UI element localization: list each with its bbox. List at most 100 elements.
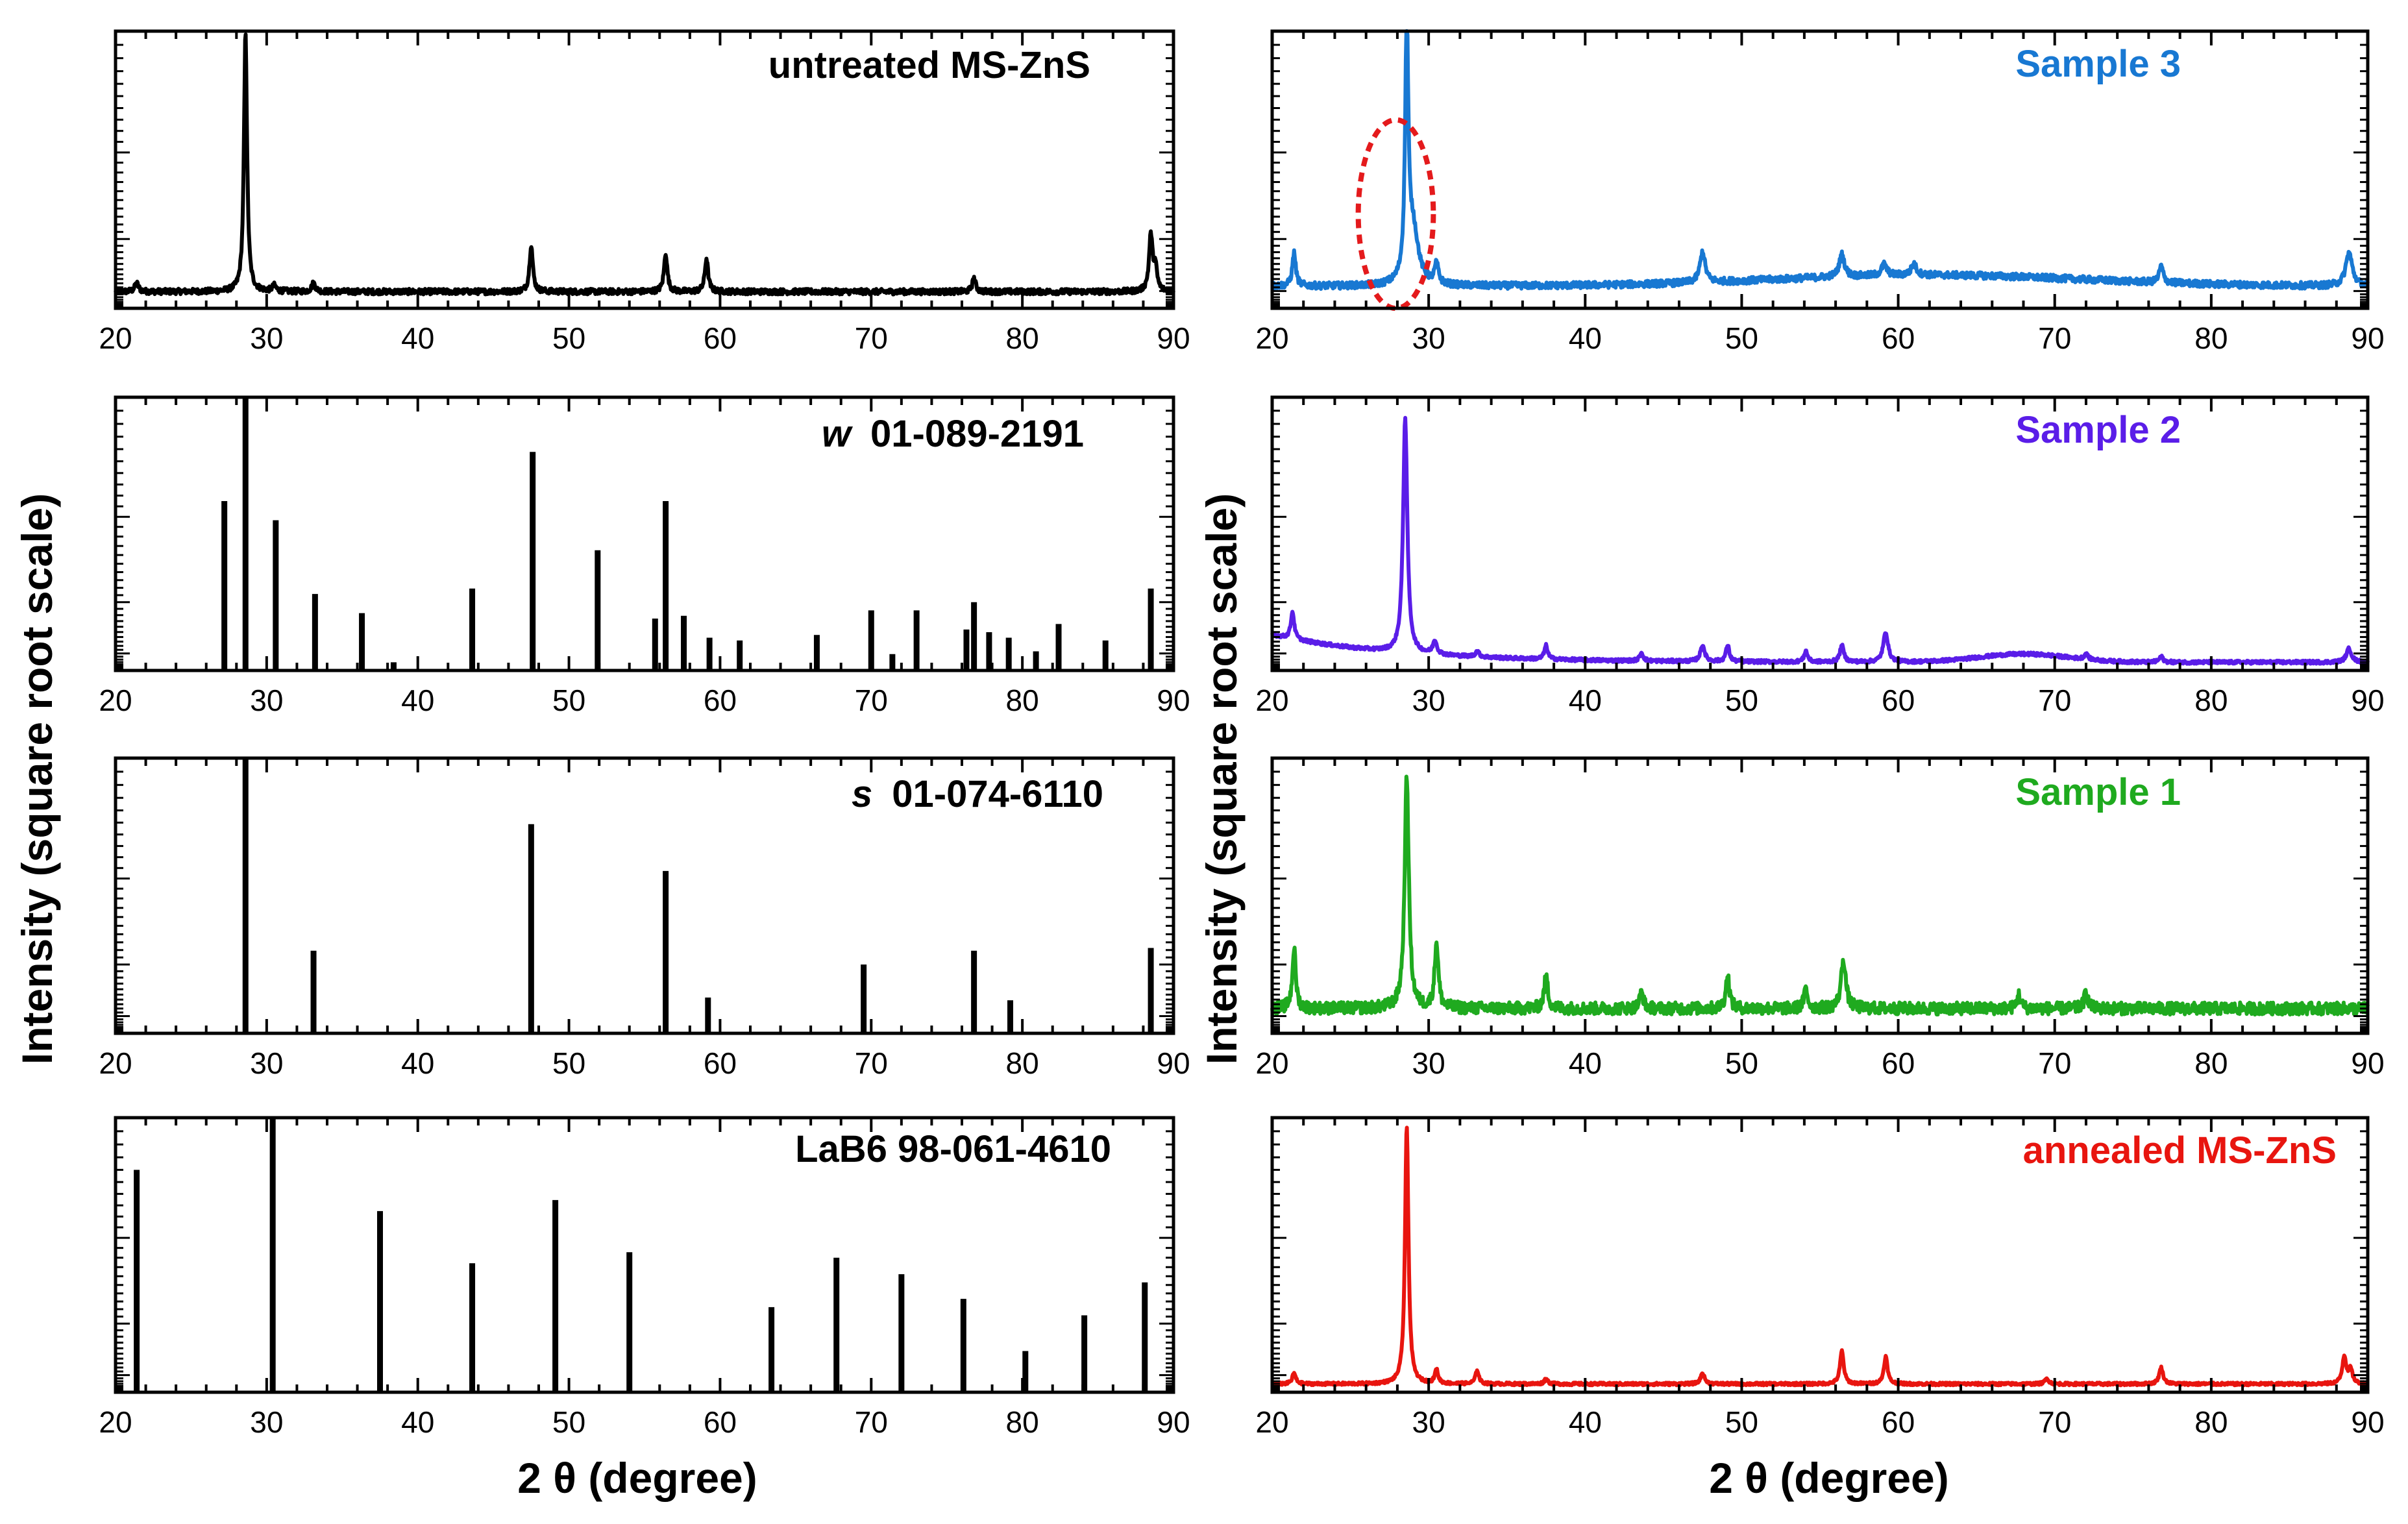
panel-untreated: 20 30 40 50 60 70 80 90 untreated MS-ZnS (99, 29, 1190, 355)
x-tick-label: 80 (2194, 683, 2228, 717)
plot-frame-sphalerite (114, 756, 1175, 1035)
x-tick-label: 50 (1725, 1405, 1758, 1439)
x-tick-label: 30 (1412, 683, 1445, 717)
x-tick-label: 40 (401, 1046, 434, 1080)
x-tick-label: 90 (1157, 1405, 1190, 1439)
x-tick-label: 70 (2038, 683, 2071, 717)
plot-frame-sample1 (1270, 756, 2370, 1035)
panel-label-wurtzite: w 01-089-2191 (822, 413, 1084, 455)
x-tick-label: 60 (704, 683, 737, 717)
plot-frame-sample2 (1270, 395, 2370, 672)
x-tick-label: 50 (552, 321, 585, 355)
plot-frame-lab6 (114, 1116, 1175, 1394)
x-tick-label: 50 (552, 1046, 585, 1080)
series-line-sample1 (1270, 774, 2370, 1017)
x-axis-title-right: 2 θ (degree) (1709, 1454, 1948, 1502)
x-tick-label: 90 (2351, 1405, 2384, 1439)
x-tick-label: 70 (2038, 1405, 2071, 1439)
x-tick-label: 20 (1255, 683, 1288, 717)
panel-lab6: 20 30 40 50 60 70 80 90 LaB6 98-061-4610 (99, 1116, 1190, 1439)
x-tick-label: 40 (1569, 321, 1602, 355)
x-tick-label: 80 (1006, 321, 1039, 355)
panel-label-sphalerite: s 01-074-6110 (852, 773, 1103, 815)
x-tick-label: 60 (704, 1046, 737, 1080)
plot-frame-untreated (114, 29, 1175, 310)
x-tick-label: 20 (99, 683, 132, 717)
x-tick-label: 80 (1006, 1405, 1039, 1439)
x-tick-label: 90 (2351, 683, 2384, 717)
panel-label-untreated: untreated MS-ZnS (768, 44, 1090, 86)
x-tick-label: 60 (1882, 321, 1915, 355)
plot-frame-wurtzite (114, 395, 1175, 672)
x-tick-label: 80 (1006, 1046, 1039, 1080)
x-tick-label: 90 (2351, 321, 2384, 355)
panel-wurtzite: 20 30 40 50 60 70 80 90 w 01-089-2191 (99, 395, 1190, 717)
x-tick-label: 40 (1569, 1405, 1602, 1439)
x-tick-label: 30 (250, 321, 283, 355)
series-line-annealed (1270, 1125, 2370, 1388)
x-tick-label: 50 (552, 1405, 585, 1439)
x-tick-label: 20 (99, 1405, 132, 1439)
plot-frame-sample3 (1270, 29, 2370, 310)
x-tick-label: 40 (401, 1405, 434, 1439)
panel-label-lab6: LaB6 98-061-4610 (795, 1128, 1111, 1170)
highlight-ellipse (1355, 117, 1436, 311)
x-tick-label: 90 (1157, 683, 1190, 717)
x-tick-label: 30 (1412, 321, 1445, 355)
x-axis-title-left: 2 θ (degree) (517, 1454, 757, 1502)
panel-sample3: 20 30 40 50 60 70 80 90 Sample 3 (1255, 29, 2385, 355)
panels-group: 20 30 40 50 60 70 80 90 untreated MS-ZnS 20 30 40 50… (99, 29, 2385, 1439)
panel-label-prefix: s (852, 773, 872, 815)
panel-sphalerite: 20 30 40 50 60 70 80 90 s 01-074-6110 (99, 756, 1190, 1080)
panel-sample1: 20 30 40 50 60 70 80 90 Sample 1 (1255, 756, 2385, 1080)
x-tick-label: 30 (250, 1046, 283, 1080)
x-tick-label: 60 (1882, 683, 1915, 717)
x-tick-label: 50 (1725, 683, 1758, 717)
x-tick-label: 40 (401, 321, 434, 355)
x-tick-label: 60 (1882, 1405, 1915, 1439)
y-axis-title-right: Intensity (square root scale) (1198, 493, 1246, 1064)
x-tick-label: 20 (1255, 1405, 1288, 1439)
x-tick-label: 80 (2194, 1405, 2228, 1439)
x-tick-label: 20 (99, 321, 132, 355)
panel-label-annealed: annealed MS-ZnS (2023, 1129, 2337, 1172)
panel-annealed: 20 30 40 50 60 70 80 90 annealed MS-ZnS (1255, 1116, 2385, 1439)
x-tick-label: 80 (2194, 1046, 2228, 1080)
x-tick-label: 70 (2038, 1046, 2071, 1080)
x-tick-label: 40 (1569, 1046, 1602, 1080)
x-tick-label: 40 (401, 683, 434, 717)
panel-label-sample3: Sample 3 (2015, 43, 2181, 85)
panel-label-sample1: Sample 1 (2015, 771, 2181, 813)
x-tick-label: 60 (704, 1405, 737, 1439)
x-tick-label: 50 (1725, 1046, 1758, 1080)
x-tick-label: 70 (855, 683, 888, 717)
x-tick-label: 20 (99, 1046, 132, 1080)
panel-label-sample2: Sample 2 (2015, 409, 2181, 451)
series-line-untreated (114, 32, 1175, 297)
y-axis-title-left: Intensity (square root scale) (13, 493, 61, 1064)
x-tick-label: 90 (2351, 1046, 2384, 1080)
x-tick-label: 20 (1255, 321, 1288, 355)
x-tick-label: 50 (1725, 321, 1758, 355)
x-tick-label: 30 (1412, 1046, 1445, 1080)
x-tick-label: 70 (2038, 321, 2071, 355)
x-tick-label: 90 (1157, 1046, 1190, 1080)
x-tick-label: 20 (1255, 1046, 1288, 1080)
x-tick-label: 70 (855, 321, 888, 355)
x-tick-label: 60 (1882, 1046, 1915, 1080)
x-tick-label: 30 (1412, 1405, 1445, 1439)
x-tick-label: 70 (855, 1405, 888, 1439)
x-tick-label: 30 (250, 683, 283, 717)
series-line-sample3 (1270, 29, 2370, 291)
x-tick-label: 50 (552, 683, 585, 717)
x-tick-label: 30 (250, 1405, 283, 1439)
x-tick-label: 90 (1157, 321, 1190, 355)
x-tick-label: 80 (1006, 683, 1039, 717)
panel-label-text: 01-074-6110 (892, 773, 1103, 815)
series-line-sample2 (1270, 415, 2370, 666)
x-tick-label: 70 (855, 1046, 888, 1080)
panel-label-prefix: w (822, 413, 854, 455)
panel-label-text: 01-089-2191 (870, 413, 1084, 455)
plot-frame-annealed (1270, 1116, 2370, 1394)
